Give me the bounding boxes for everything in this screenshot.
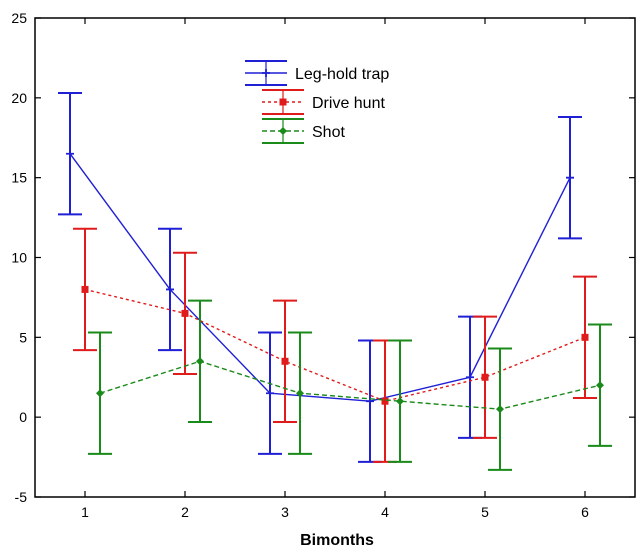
data-point [496,405,504,414]
legend-item-2: Shot [262,118,345,144]
plot-frame [34,17,636,498]
series-1 [73,227,597,463]
y-tick-label: 15 [11,170,27,186]
legend-marker [279,98,287,106]
legend-item-0: Leg-hold trap [245,60,389,86]
data-point [296,389,304,398]
legend-label: Shot [312,124,345,141]
plot-border [34,17,636,498]
series-line [99,360,601,410]
x-tick-label: 5 [481,504,489,520]
series-2 [88,299,612,471]
data-point [466,373,474,382]
data-point [196,357,204,366]
y-tick-label: 0 [19,409,27,425]
legend-label: Leg-hold trap [295,66,389,83]
series-layer [58,92,612,471]
x-tick-label: 3 [281,504,289,520]
data-point [281,357,289,365]
x-tick-label: 4 [381,504,389,520]
series-line [84,288,586,402]
series-0 [58,92,582,463]
legend-marker [279,127,287,135]
y-tick-label: 25 [11,10,27,26]
x-axis-title: Bimonths [300,532,374,549]
data-point [396,397,404,406]
y-tick-label: -5 [15,489,28,505]
data-point [566,173,574,182]
legend-label: Drive hunt [312,95,385,112]
legend: Leg-hold trap Drive hunt Shot [245,60,389,144]
data-point [596,381,604,390]
x-axis: 1 2 3 4 5 6 [81,18,589,520]
data-point [166,285,174,294]
data-point [381,397,389,405]
data-point [81,285,89,293]
y-axis: -5 0 5 10 15 20 25 [11,10,635,505]
data-point [66,149,74,158]
x-tick-label: 1 [81,504,89,520]
legend-marker [262,69,270,77]
y-tick-label: 20 [11,90,27,106]
data-point [481,373,489,381]
data-point [96,389,104,398]
legend-item-1: Drive hunt [262,89,385,115]
y-tick-label: 5 [19,329,27,345]
x-tick-label: 2 [181,504,189,520]
series-line [69,153,571,402]
data-point [581,333,589,341]
y-tick-label: 10 [11,250,27,266]
x-tick-label: 6 [581,504,589,520]
data-point [266,389,274,398]
data-point [181,309,189,317]
